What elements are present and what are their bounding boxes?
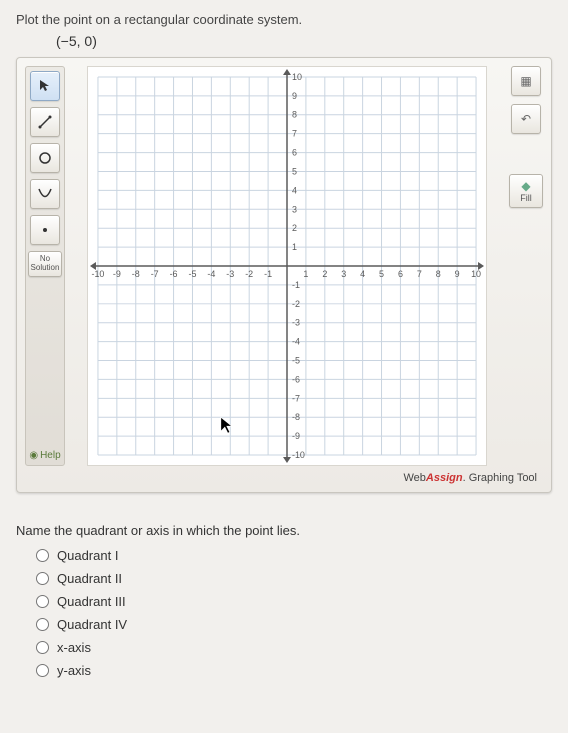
svg-text:9: 9 [455,269,460,279]
line-tool-button[interactable] [30,107,60,137]
brand-part1: Web [403,472,425,484]
option-quadrant-iii[interactable]: Quadrant III [36,594,552,609]
svg-text:-10: -10 [292,450,305,460]
svg-text:9: 9 [292,91,297,101]
brand-part2: Assign [426,472,463,484]
right-toolbar: ▦ ↶ ◆ Fill [509,66,543,466]
option-label: Quadrant I [57,548,118,563]
svg-text:-10: -10 [91,269,104,279]
option-label: Quadrant III [57,594,126,609]
circle-tool-button[interactable] [30,143,60,173]
branding-text: WebAssign. Graphing Tool [25,472,543,484]
svg-text:-6: -6 [292,374,300,384]
svg-text:-4: -4 [207,269,215,279]
svg-text:5: 5 [379,269,384,279]
question-prompt: Plot the point on a rectangular coordina… [16,12,552,27]
svg-text:-6: -6 [170,269,178,279]
svg-text:4: 4 [360,269,365,279]
svg-text:2: 2 [322,269,327,279]
svg-text:10: 10 [471,269,481,279]
svg-text:-9: -9 [292,431,300,441]
svg-text:1: 1 [292,242,297,252]
help-icon: ◉ [29,450,38,461]
line-icon [37,114,53,130]
svg-text:-5: -5 [188,269,196,279]
help-button[interactable]: ◉ Help [29,380,60,461]
select-tool-button[interactable] [30,71,60,101]
no-solution-button[interactable]: No Solution [28,251,62,277]
svg-text:10: 10 [292,72,302,82]
option-label: y-axis [57,663,91,678]
svg-text:-1: -1 [264,269,272,279]
option-label: Quadrant IV [57,617,127,632]
option-label: x-axis [57,640,91,655]
quadrant-question: Name the quadrant or axis in which the p… [16,523,552,678]
parabola-icon [37,186,53,202]
fill-button[interactable]: ◆ Fill [509,174,543,208]
option-radio[interactable] [36,549,49,562]
svg-text:8: 8 [292,110,297,120]
svg-text:7: 7 [292,129,297,139]
option-quadrant-i[interactable]: Quadrant I [36,548,552,563]
svg-text:8: 8 [436,269,441,279]
option-radio[interactable] [36,572,49,585]
point-tool-button[interactable] [30,215,60,245]
option-radio[interactable] [36,595,49,608]
svg-text:-7: -7 [292,393,300,403]
undo-icon: ↶ [521,112,531,126]
zoom-icon: ▦ [520,74,531,88]
option-radio[interactable] [36,664,49,677]
option-radio[interactable] [36,618,49,631]
cursor-icon [38,79,52,93]
option-x-axis[interactable]: x-axis [36,640,552,655]
svg-text:7: 7 [417,269,422,279]
svg-text:6: 6 [292,148,297,158]
help-label: Help [40,450,61,461]
svg-text:-4: -4 [292,337,300,347]
option-radio[interactable] [36,641,49,654]
quadrant-prompt: Name the quadrant or axis in which the p… [16,523,552,538]
parabola-tool-button[interactable] [30,179,60,209]
option-label: Quadrant II [57,571,122,586]
zoom-button[interactable]: ▦ [511,66,541,96]
option-y-axis[interactable]: y-axis [36,663,552,678]
point-coordinates: (−5, 0) [56,33,552,49]
svg-text:-7: -7 [151,269,159,279]
tool-palette: No Solution ◉ Help [25,66,65,466]
quadrant-options: Quadrant I Quadrant II Quadrant III Quadran… [36,548,552,678]
brand-rest: . Graphing Tool [463,472,537,484]
option-quadrant-ii[interactable]: Quadrant II [36,571,552,586]
svg-text:-2: -2 [245,269,253,279]
option-quadrant-iv[interactable]: Quadrant IV [36,617,552,632]
svg-text:-2: -2 [292,299,300,309]
svg-text:2: 2 [292,223,297,233]
fill-label: Fill [520,193,532,203]
svg-text:-1: -1 [292,280,300,290]
svg-text:3: 3 [292,204,297,214]
svg-text:3: 3 [341,269,346,279]
svg-text:-8: -8 [292,412,300,422]
svg-text:-3: -3 [292,318,300,328]
circle-icon [37,150,53,166]
svg-text:4: 4 [292,185,297,195]
svg-text:1: 1 [303,269,308,279]
svg-text:-3: -3 [226,269,234,279]
dot-icon [37,222,53,238]
svg-text:-5: -5 [292,356,300,366]
svg-text:-8: -8 [132,269,140,279]
svg-text:-9: -9 [113,269,121,279]
coordinate-grid-area[interactable]: -10-9-8-7-6-5-4-3-2-112345678910-10-9-8-… [75,66,499,466]
svg-text:5: 5 [292,166,297,176]
svg-text:6: 6 [398,269,403,279]
undo-button[interactable]: ↶ [511,104,541,134]
fill-icon: ◆ [510,179,542,193]
graphing-tool-panel: No Solution ◉ Help -10 -9 -8 -7 -6 -5 -4 -3 -2 -1… [16,57,552,493]
